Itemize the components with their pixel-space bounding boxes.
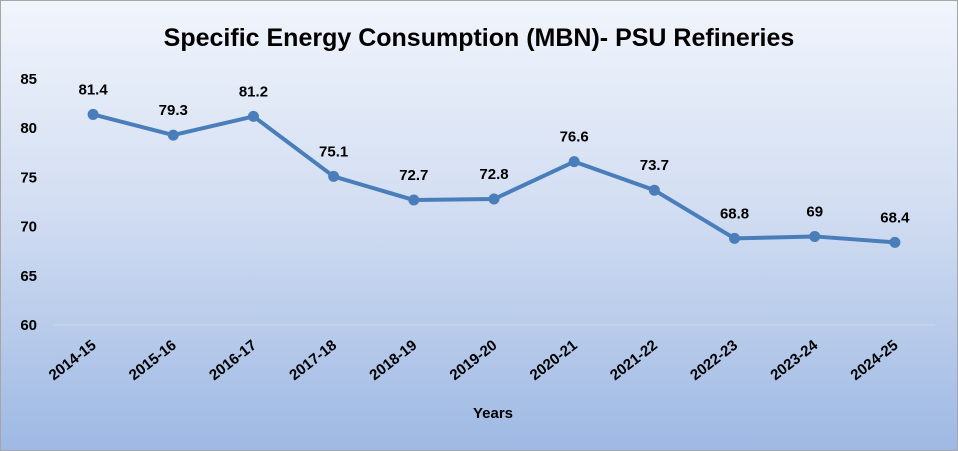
data-label: 68.4 bbox=[880, 209, 910, 226]
data-point bbox=[328, 170, 340, 182]
data-label: 72.8 bbox=[479, 166, 508, 183]
data-point bbox=[488, 193, 500, 205]
data-point bbox=[408, 194, 420, 206]
data-label: 68.8 bbox=[720, 205, 749, 222]
y-tick-label: 80 bbox=[20, 120, 37, 137]
x-tick-label: 2016-17 bbox=[206, 337, 260, 384]
data-point bbox=[247, 110, 259, 122]
data-point bbox=[809, 230, 821, 242]
data-labels: 81.4 79.3 81.2 75.1 72.7 72.8 76.6 73.7 68.8 69 68… bbox=[78, 81, 910, 226]
x-tick-label: 2015-16 bbox=[126, 337, 180, 384]
data-label: 81.4 bbox=[78, 81, 108, 98]
y-tick-label: 85 bbox=[20, 71, 37, 88]
data-label: 79.3 bbox=[159, 102, 188, 119]
y-tick-label: 60 bbox=[20, 317, 37, 334]
y-tick-label: 75 bbox=[20, 169, 37, 186]
data-label: 81.2 bbox=[239, 83, 268, 100]
data-label: 73.7 bbox=[640, 157, 669, 174]
x-tick-label: 2023-24 bbox=[767, 336, 821, 384]
x-tick-label: 2017-18 bbox=[286, 337, 340, 384]
data-label: 76.6 bbox=[560, 129, 589, 146]
y-tick-label: 70 bbox=[20, 219, 37, 236]
data-point bbox=[87, 108, 99, 120]
x-axis-title: Years bbox=[473, 405, 513, 422]
data-label: 75.1 bbox=[319, 143, 348, 160]
x-tick-label: 2022-23 bbox=[687, 337, 741, 384]
data-label: 72.7 bbox=[399, 167, 428, 184]
data-label: 69 bbox=[806, 203, 823, 220]
x-tick-label: 2019-20 bbox=[447, 337, 501, 384]
data-point bbox=[568, 156, 580, 168]
x-tick-label: 2018-19 bbox=[366, 337, 420, 384]
x-axis: 2014-15 2015-16 2016-17 2017-18 2018-19 2019-… bbox=[46, 336, 902, 384]
data-point bbox=[648, 184, 660, 196]
data-point bbox=[729, 232, 741, 244]
x-tick-label: 2021-22 bbox=[607, 337, 661, 384]
chart-title: Specific Energy Consumption (MBN)- PSU R… bbox=[164, 24, 795, 52]
y-tick-label: 65 bbox=[20, 268, 37, 285]
x-tick-label: 2020-21 bbox=[527, 337, 581, 384]
x-tick-label: 2014-15 bbox=[46, 337, 100, 384]
x-tick-label: 2024-25 bbox=[848, 337, 902, 384]
data-point bbox=[167, 129, 179, 141]
data-point bbox=[889, 236, 901, 248]
data-points bbox=[87, 108, 901, 248]
y-axis: 60 65 70 75 80 85 bbox=[20, 71, 37, 334]
